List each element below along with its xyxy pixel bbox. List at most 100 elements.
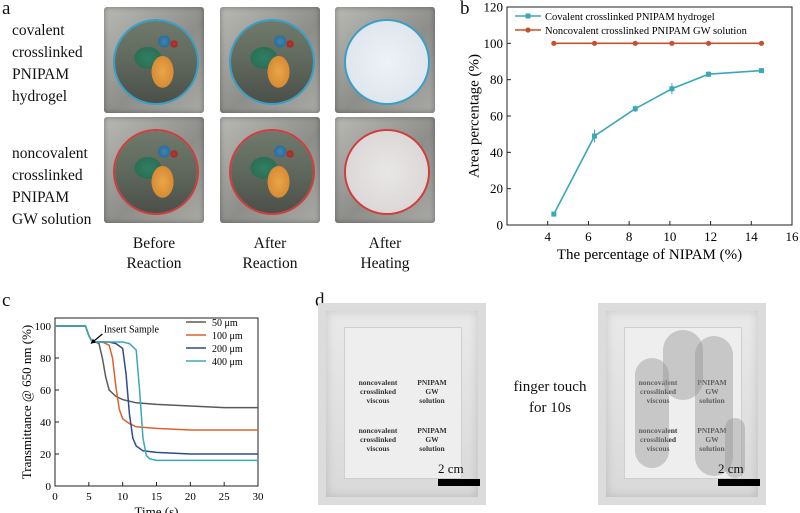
finger-smudge bbox=[695, 336, 733, 476]
glass-text-line: GW bbox=[425, 435, 439, 444]
row-label-line: PNIPAM bbox=[12, 189, 70, 206]
photo-noncovalent-after-reaction bbox=[220, 117, 320, 223]
data-point bbox=[632, 106, 638, 112]
glass-text-line: viscous bbox=[366, 396, 390, 405]
scale-bar bbox=[438, 479, 480, 486]
y-tick-label: 80 bbox=[490, 72, 503, 87]
finger-touch-line: finger touch bbox=[513, 379, 587, 395]
glass-text-line: viscous bbox=[366, 444, 390, 453]
series-line bbox=[553, 69, 762, 215]
column-label-line: After bbox=[368, 235, 402, 252]
glass-text-line: crosslinked bbox=[639, 435, 677, 444]
finger-smudge bbox=[725, 418, 745, 478]
photo-noncovalent-before bbox=[104, 117, 204, 223]
legend-marker bbox=[525, 27, 531, 33]
data-point bbox=[669, 40, 675, 46]
legend-marker bbox=[525, 13, 531, 19]
photo-covalent-after-heating bbox=[335, 7, 435, 113]
glass-inner: noncovalent crosslinked viscous PNIPAM G… bbox=[624, 327, 745, 479]
glass-text-line: PNIPAM bbox=[417, 378, 447, 387]
x-tick-label: 12 bbox=[704, 229, 717, 244]
y-axis-label: Area percentage (%) bbox=[466, 54, 482, 178]
data-point bbox=[705, 40, 712, 46]
y-tick-label: 40 bbox=[40, 417, 52, 429]
row-label-line: crosslinked bbox=[12, 167, 83, 184]
glass-text-block: noncovalent crosslinked viscous bbox=[633, 426, 683, 453]
y-tick-label: 80 bbox=[40, 353, 52, 365]
glass-inner: noncovalent crosslinked viscous PNIPAM G… bbox=[344, 327, 462, 479]
y-tick-label: 0 bbox=[497, 218, 504, 233]
finger-smudge bbox=[635, 358, 669, 468]
glass-text-block: PNIPAM GW solution bbox=[407, 426, 457, 453]
row-label-line: GW solution bbox=[12, 211, 92, 228]
glass-slide-after: noncovalent crosslinked viscous PNIPAM G… bbox=[598, 303, 766, 505]
glass-text-line: solution bbox=[419, 396, 445, 405]
row-label-line: crosslinked bbox=[12, 44, 83, 61]
glass-text-line: crosslinked bbox=[359, 435, 397, 444]
x-tick-label: 10 bbox=[117, 491, 129, 503]
data-point bbox=[758, 68, 764, 74]
legend-label: 200 μm bbox=[212, 344, 243, 355]
glass-text-line: GW bbox=[425, 387, 439, 396]
glass-text-line: solution bbox=[699, 444, 725, 453]
y-tick-label: 0 bbox=[46, 481, 52, 493]
y-tick-label: 20 bbox=[490, 181, 503, 196]
glass-text-line: viscous bbox=[646, 444, 670, 453]
photo-noncovalent-after-heating bbox=[335, 117, 435, 223]
y-tick-label: 20 bbox=[40, 449, 52, 461]
y-tick-label: 40 bbox=[490, 145, 503, 160]
annotation-arrowhead bbox=[90, 338, 96, 344]
legend-label: 100 μm bbox=[212, 331, 243, 342]
row-label-noncovalent: noncovalent crosslinked PNIPAM GW soluti… bbox=[12, 143, 91, 231]
glass-text-line: PNIPAM bbox=[417, 426, 447, 435]
photo-covalent-after-reaction bbox=[220, 7, 320, 113]
data-point bbox=[592, 133, 598, 139]
finger-touch-line: for 10s bbox=[528, 400, 572, 416]
row-label-line: covalent bbox=[12, 22, 65, 39]
legend-label: 400 μm bbox=[212, 357, 243, 368]
glass-text-block: noncovalent crosslinked viscous bbox=[353, 378, 403, 405]
y-tick-label: 120 bbox=[484, 0, 504, 15]
glass-text-line: GW bbox=[705, 387, 719, 396]
glass-text-line: GW bbox=[705, 435, 719, 444]
data-point bbox=[669, 86, 675, 92]
y-axis-label: Transmittance @ 650 nm (%) bbox=[19, 325, 34, 479]
scale-bar-label: 2 cm bbox=[438, 461, 464, 476]
glass-text-block: PNIPAM GW solution bbox=[687, 378, 737, 405]
glass-text-block: noncovalent crosslinked viscous bbox=[353, 426, 403, 453]
legend-label: Noncovalent crosslinked PNIPAM GW soluti… bbox=[545, 26, 748, 37]
row-label-line: noncovalent bbox=[12, 145, 88, 162]
glass-text-line: noncovalent bbox=[358, 378, 398, 387]
column-label-before-reaction: Before Reaction bbox=[104, 234, 204, 274]
data-point bbox=[706, 71, 712, 77]
legend-label: 50 μm bbox=[212, 318, 238, 329]
glass-text-block: PNIPAM GW solution bbox=[407, 378, 457, 405]
glass-slide-before: noncovalent crosslinked viscous PNIPAM G… bbox=[318, 303, 486, 505]
photo-covalent-before bbox=[104, 7, 204, 113]
scale-bar-label: 2 cm bbox=[718, 461, 744, 476]
glass-text-line: solution bbox=[699, 396, 725, 405]
glass-text-block: PNIPAM GW solution bbox=[687, 426, 737, 453]
panel-label-d: d bbox=[315, 290, 325, 311]
x-tick-label: 0 bbox=[52, 491, 58, 503]
column-label-line: Reaction bbox=[242, 255, 298, 272]
glass-text-line: solution bbox=[419, 444, 445, 453]
glass-text-line: noncovalent bbox=[358, 426, 398, 435]
x-tick-label: 8 bbox=[626, 229, 633, 244]
plot-frame bbox=[506, 6, 793, 226]
legend-label: Covalent crosslinked PNIPAM hydrogel bbox=[545, 12, 715, 23]
glass-text-line: noncovalent bbox=[638, 426, 678, 435]
x-tick-label: 14 bbox=[745, 229, 759, 244]
row-label-line: hydrogel bbox=[12, 88, 68, 105]
data-point bbox=[591, 40, 598, 46]
glass-text-line: viscous bbox=[646, 396, 670, 405]
x-tick-label: 10 bbox=[663, 229, 676, 244]
x-tick-label: 15 bbox=[151, 491, 163, 503]
column-label-line: Before bbox=[132, 235, 176, 252]
finger-smudge bbox=[663, 330, 703, 400]
row-label-covalent: covalent crosslinked PNIPAM hydrogel bbox=[12, 20, 83, 108]
annotation-label: Insert Sample bbox=[104, 324, 160, 335]
finger-touch-label: finger touch for 10s bbox=[510, 377, 590, 419]
column-label-after-heating: After Heating bbox=[335, 234, 435, 274]
x-tick-label: 4 bbox=[544, 229, 551, 244]
